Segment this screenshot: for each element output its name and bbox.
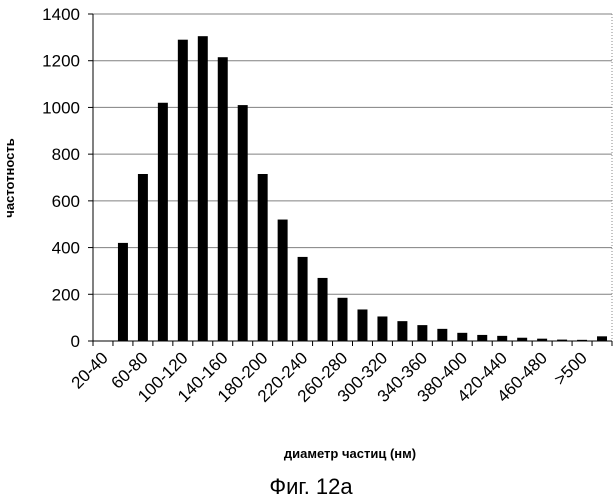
bar [497, 336, 507, 341]
bar [218, 57, 228, 341]
plot-area [93, 14, 612, 341]
bar [597, 336, 607, 341]
figure-caption: Фиг. 12a [269, 474, 353, 499]
bar [298, 257, 308, 341]
bar [258, 174, 268, 341]
y-tick-label: 0 [71, 332, 80, 351]
y-tick-label: 200 [52, 285, 80, 304]
y-tick-label: 800 [52, 145, 80, 164]
x-axis-title: диаметр частиц (нм) [284, 446, 416, 461]
bar [377, 316, 387, 341]
y-tick-label: 1000 [42, 98, 80, 117]
bar [417, 325, 427, 341]
x-tick-label: 20-40 [68, 348, 112, 392]
y-tick-label: 600 [52, 192, 80, 211]
bars [118, 36, 607, 341]
bar [158, 103, 168, 341]
gridlines [93, 14, 612, 294]
plot-border [93, 14, 612, 341]
y-tick-labels: 0 200 400 600 800 1000 1200 1400 [42, 5, 80, 351]
bar [397, 321, 407, 341]
bar [138, 174, 148, 341]
bar [477, 335, 487, 341]
bar [238, 105, 248, 341]
y-tick-label: 400 [52, 239, 80, 258]
bar [178, 40, 188, 341]
x-tick-labels: 20-4060-80100-120140-160180-200220-24026… [68, 348, 591, 406]
bar [278, 220, 288, 341]
bar [318, 278, 328, 341]
y-tick-label: 1200 [42, 52, 80, 71]
bar [357, 309, 367, 341]
bar [338, 298, 348, 341]
x-tick-label: >500 [550, 348, 591, 389]
bar [437, 329, 447, 341]
bar [457, 333, 467, 341]
bar [198, 36, 208, 341]
y-tick-label: 1400 [42, 5, 80, 24]
bar [118, 243, 128, 341]
y-axis-title: частотность [2, 138, 17, 217]
